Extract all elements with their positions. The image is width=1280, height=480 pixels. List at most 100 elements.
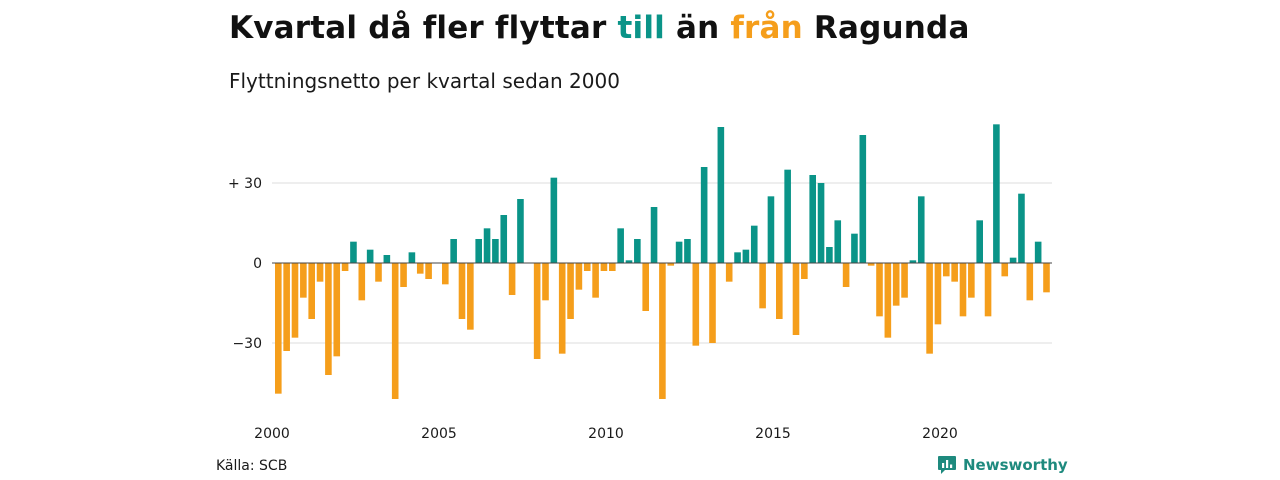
bar [583,263,591,271]
bar [659,263,666,399]
bar [934,263,942,325]
x-axis: 2000 2005 2010 2015 2020 [254,426,958,442]
bar [341,263,349,271]
bar [475,239,482,263]
y-tick-label: + 30 [228,176,262,192]
bar [358,263,366,301]
bar [892,263,900,306]
bar [876,263,883,317]
x-tick-label: 2020 [922,426,958,442]
bar [692,263,700,346]
y-tick-label: −30 [232,336,262,352]
bar [542,263,549,301]
bar [408,252,416,263]
bar [517,199,524,263]
bar [416,263,424,274]
bar [300,263,307,298]
bar [600,263,608,271]
x-tick-label: 2005 [421,426,457,442]
bar [926,263,933,354]
bar [533,263,541,359]
bar [550,177,558,263]
bar [742,249,750,263]
bar [792,263,800,335]
bar [851,233,858,263]
bar-chart-speech-bubble-icon [938,456,956,474]
bar [642,263,649,311]
bar [684,239,691,263]
y-tick-label: 0 [253,256,262,272]
bar [1001,263,1009,277]
bar [976,220,983,263]
bar [767,196,775,263]
bar [508,263,516,295]
bar [316,263,324,282]
bar [667,263,675,266]
bar [450,239,457,263]
brand-logo: Newsworthy [937,455,1068,475]
x-tick-label: 2010 [588,426,624,442]
bar [826,247,833,263]
bar [901,263,908,298]
bar [500,215,508,263]
bar [884,263,892,338]
bar [801,263,808,279]
x-tick-label: 2000 [254,426,290,442]
bar [275,263,282,394]
bar [725,263,733,282]
bar [366,249,374,263]
bar [350,241,357,263]
bar [425,263,432,279]
bar [842,263,850,287]
bar [1034,241,1042,263]
title-part-2: än [664,10,731,46]
bar [675,241,683,263]
bar [784,169,791,263]
bar [809,175,816,263]
title-part-1: Kvartal då fler flyttar [229,10,618,46]
bar [308,263,315,319]
bar [959,263,967,317]
bar [400,263,407,287]
bar [750,225,758,263]
bars [275,124,1050,399]
title-part-3: Ragunda [802,10,970,46]
title-highlight-positive: till [617,10,665,46]
bar [834,220,842,263]
chart-title: Kvartal då fler flyttar till än från Rag… [229,8,970,48]
x-tick-label: 2015 [755,426,791,442]
bar [575,263,583,290]
bar [483,228,491,263]
bar [333,263,341,357]
bar [1026,263,1034,301]
bar [467,263,474,330]
bar [776,263,783,319]
chart-subtitle: Flyttningsnetto per kvartal sedan 2000 [229,69,620,93]
bar [625,260,633,263]
bar [1009,257,1017,263]
bar [650,207,658,263]
bar [867,263,875,266]
bar [817,183,825,263]
bar [391,263,399,399]
bar [709,263,716,343]
bar [291,263,299,338]
bar [458,263,466,319]
bar [325,263,332,375]
bar [917,196,925,263]
bar [993,124,1000,263]
bar [592,263,599,298]
brand-name: Newsworthy [963,456,1068,474]
bar [859,135,867,263]
bar [617,228,624,263]
bar [383,255,391,263]
bar [734,252,741,263]
bar [442,263,449,285]
bar [634,239,641,263]
bar [558,263,566,354]
bar [717,127,725,263]
bar [1018,193,1025,263]
bar [943,263,950,277]
bar [609,263,616,271]
